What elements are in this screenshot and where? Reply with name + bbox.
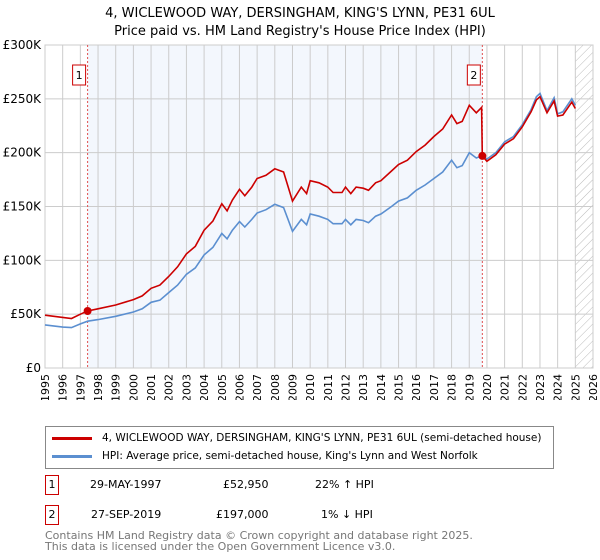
x-tick-label: 2017 [428, 374, 441, 400]
x-tick-label: 2015 [393, 374, 406, 400]
transaction-number: 1 [45, 475, 59, 495]
sale-marker-box [72, 64, 87, 86]
x-tick-label: 2008 [269, 374, 282, 400]
x-tick-label: 2014 [375, 374, 388, 400]
x-tick-label: 1999 [110, 374, 123, 400]
legend-item-property: 4, WICLEWOOD WAY, DERSINGHAM, KING'S LYN… [52, 430, 541, 446]
legend-item-hpi: HPI: Average price, semi-detached house,… [52, 448, 478, 464]
transaction-date: 27-SEP-2019 [91, 508, 162, 521]
y-tick-label: £250K [3, 92, 43, 106]
y-tick-label: £100K [3, 253, 43, 267]
sale-marker-label: 2 [470, 69, 477, 82]
footer-copyright: Contains HM Land Registry data © Crown c… [45, 529, 473, 542]
x-tick-label: 2011 [322, 374, 335, 400]
plot-frame [44, 44, 594, 369]
price-paid-line [44, 95, 577, 320]
x-tick-label: 2020 [481, 374, 494, 400]
transaction-price: £197,000 [216, 508, 269, 521]
chart-subtitle: Price paid vs. HM Land Registry's House … [114, 24, 486, 39]
x-tick-label: 2009 [286, 374, 299, 400]
x-tick-label: 1998 [92, 374, 105, 400]
y-tick-label: £0 [26, 361, 41, 375]
transaction-price: £52,950 [223, 478, 269, 491]
x-tick-label: 2013 [357, 374, 370, 400]
x-tick-label: 2024 [552, 374, 565, 400]
x-tick-label: 2004 [198, 374, 211, 400]
legend: 4, WICLEWOOD WAY, DERSINGHAM, KING'S LYN… [45, 426, 554, 469]
sale-marker-box [466, 64, 481, 86]
legend-swatch-red [52, 436, 92, 440]
y-tick-label: £200K [3, 146, 43, 160]
x-tick-label: 2021 [499, 374, 512, 400]
x-tick-label: 1995 [39, 374, 52, 400]
transaction-hpi: 1% ↓ HPI [321, 508, 373, 521]
transaction-number: 2 [45, 505, 59, 525]
transaction-hpi: 22% ↑ HPI [315, 478, 374, 491]
transaction-date: 29-MAY-1997 [90, 478, 162, 491]
y-tick-label: £300K [3, 38, 43, 52]
x-tick-label: 2019 [463, 374, 476, 400]
hpi-line [44, 92, 577, 329]
legend-swatch-blue [52, 454, 92, 458]
x-tick-label: 2003 [180, 374, 193, 400]
x-tick-label: 2016 [410, 374, 423, 400]
x-tick-label: 2007 [251, 374, 264, 400]
x-tick-label: 2005 [216, 374, 229, 400]
x-tick-label: 2010 [304, 374, 317, 400]
x-tick-label: 1996 [57, 374, 70, 400]
x-tick-label: 2002 [163, 374, 176, 400]
footer-licence: This data is licensed under the Open Gov… [45, 540, 396, 553]
chart-title: 4, WICLEWOOD WAY, DERSINGHAM, KING'S LYN… [105, 6, 495, 21]
sale-marker-label: 1 [76, 69, 83, 82]
x-tick-label: 2025 [569, 374, 582, 400]
x-tick-label: 2012 [340, 374, 353, 400]
x-tick-label: 1997 [74, 374, 87, 400]
y-tick-label: £150K [3, 200, 43, 214]
x-tick-label: 2026 [587, 374, 600, 400]
sale-point [83, 306, 92, 315]
legend-label: HPI: Average price, semi-detached house,… [102, 450, 478, 462]
x-tick-label: 2006 [233, 374, 246, 400]
x-tick-label: 2018 [446, 374, 459, 400]
x-tick-label: 2023 [534, 374, 547, 400]
x-tick-label: 2001 [145, 374, 158, 400]
x-tick-label: 2000 [127, 374, 140, 400]
legend-label: 4, WICLEWOOD WAY, DERSINGHAM, KING'S LYN… [102, 432, 542, 444]
x-tick-label: 2022 [516, 374, 529, 400]
sale-point [478, 151, 487, 160]
y-tick-label: £50K [10, 307, 42, 321]
price-chart: 1995 1996 1997 1998 1999 2000 2001 2002 2003 2004… [3, 38, 600, 400]
